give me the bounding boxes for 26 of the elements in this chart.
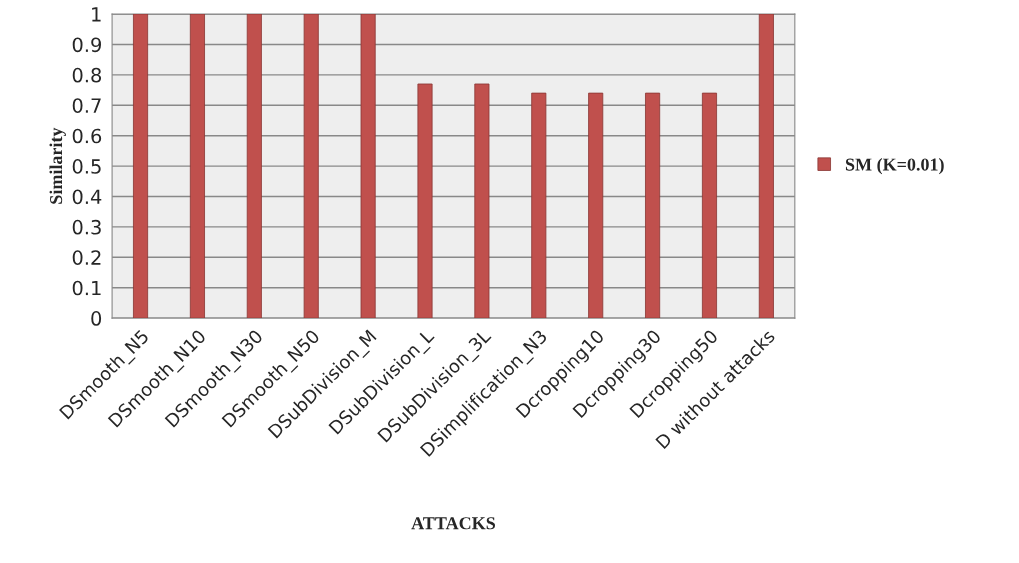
- y-tick-label: 0.9: [72, 37, 101, 53]
- y-tick-label: 0.1: [72, 280, 101, 296]
- bar: [474, 83, 490, 319]
- x-axis-title: ATTACKS: [411, 517, 495, 530]
- y-tick-label: 0.6: [72, 128, 102, 144]
- bar: [588, 92, 604, 319]
- y-tick-label: 0.5: [72, 159, 101, 174]
- y-tick-label: 0.7: [72, 98, 101, 113]
- y-axis-title: Similarity: [49, 127, 66, 204]
- bar: [645, 92, 661, 319]
- y-tick-label: 0.2: [72, 250, 101, 265]
- bar: [303, 14, 319, 319]
- bar: [417, 83, 433, 319]
- bar: [758, 14, 774, 319]
- bar: [133, 14, 149, 319]
- y-tick-label: 0: [91, 311, 102, 326]
- bar: [701, 92, 718, 319]
- bar: [189, 14, 205, 319]
- legend-label: SM (K=0.01): [845, 157, 944, 175]
- y-tick-label: 0.4: [72, 189, 102, 205]
- bar: [246, 14, 262, 319]
- bar: [531, 92, 547, 319]
- y-tick-label: 0.8: [72, 67, 102, 83]
- y-tick-label: 1: [92, 7, 101, 22]
- bar: [360, 14, 376, 319]
- y-tick-label: 0.3: [72, 219, 101, 235]
